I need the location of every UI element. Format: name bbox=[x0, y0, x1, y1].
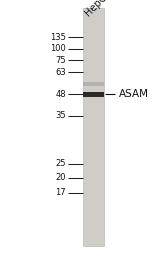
Text: 135: 135 bbox=[50, 33, 66, 42]
Text: 20: 20 bbox=[55, 173, 66, 183]
Text: HepG2: HepG2 bbox=[83, 0, 114, 18]
Bar bbox=[83, 92, 104, 97]
Text: 35: 35 bbox=[55, 111, 66, 120]
Text: 25: 25 bbox=[55, 159, 66, 168]
Bar bbox=[82, 8, 104, 246]
Text: 75: 75 bbox=[55, 56, 66, 65]
Text: 100: 100 bbox=[50, 44, 66, 53]
Bar bbox=[83, 82, 104, 86]
Text: 63: 63 bbox=[55, 68, 66, 77]
Text: ASAM: ASAM bbox=[119, 89, 149, 99]
Text: 17: 17 bbox=[55, 188, 66, 197]
Text: 48: 48 bbox=[55, 90, 66, 99]
